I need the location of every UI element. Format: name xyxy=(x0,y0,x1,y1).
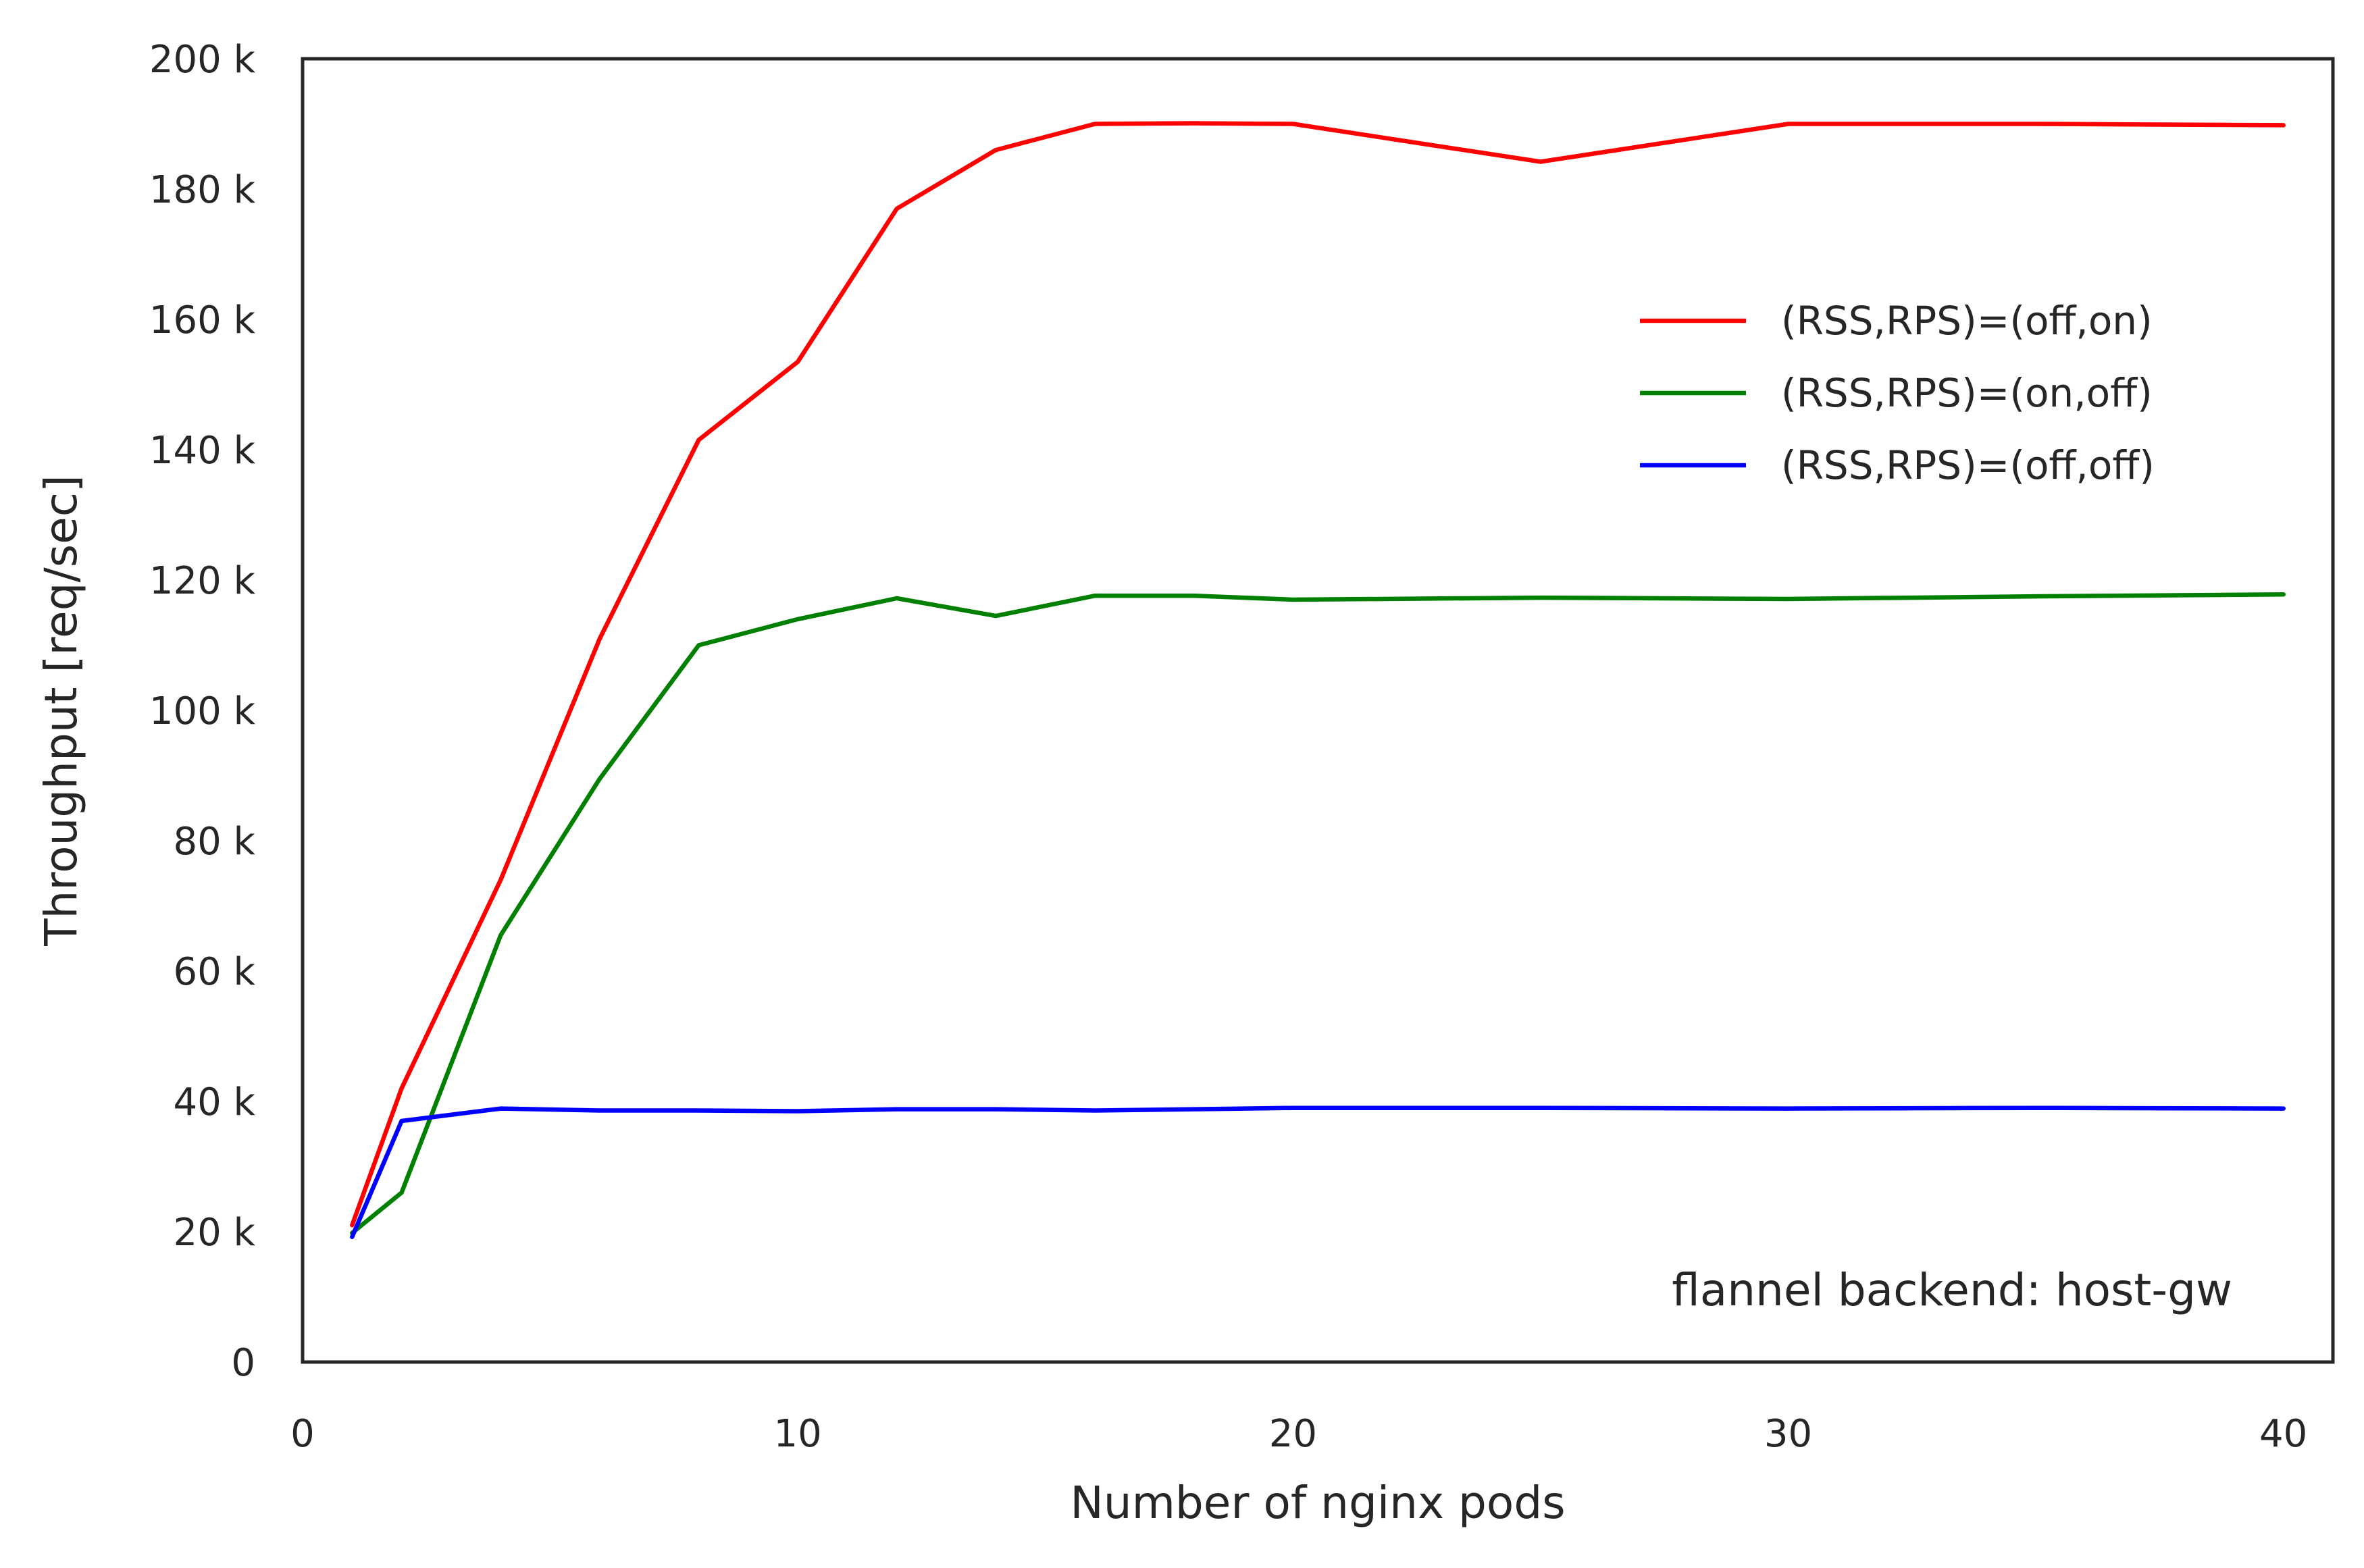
x-axis-ticks: 0 10 20 30 40 xyxy=(290,1412,2307,1456)
backend-annotation: flannel backend: host-gw xyxy=(1672,1264,2232,1316)
x-tick-label: 20 xyxy=(1269,1412,1317,1456)
y-tick-label: 40 k xyxy=(174,1080,256,1124)
y-axis-ticks: 0 20 k 40 k 60 k 80 k 100 k 120 k 140 k 160 k 180… xyxy=(149,38,256,1385)
series-line-3 xyxy=(350,1105,2286,1239)
x-tick-label: 0 xyxy=(290,1412,315,1456)
y-tick-label: 60 k xyxy=(174,950,256,994)
legend-label: (RSS,RPS)=(on,off) xyxy=(1781,370,2153,416)
y-tick-label: 100 k xyxy=(149,689,256,733)
legend: (RSS,RPS)=(off,on) (RSS,RPS)=(on,off) (RSS… xyxy=(1640,298,2155,488)
legend-label: (RSS,RPS)=(off,off) xyxy=(1781,442,2155,488)
y-tick-label: 180 k xyxy=(149,168,256,212)
y-tick-label: 160 k xyxy=(149,298,256,342)
y-axis-label: Throughput [req/sec] xyxy=(35,475,87,947)
y-tick-label: 140 k xyxy=(149,429,256,473)
y-tick-label: 200 k xyxy=(149,38,256,82)
series-line-2 xyxy=(350,592,2286,1236)
series-line-1 xyxy=(350,121,2286,1228)
series-layer xyxy=(350,121,2286,1239)
y-tick-label: 120 k xyxy=(149,559,256,603)
x-axis-label: Number of nginx pods xyxy=(1070,1477,1565,1529)
x-tick-label: 30 xyxy=(1764,1412,1812,1456)
y-tick-label: 80 k xyxy=(174,820,256,864)
y-tick-label: 20 k xyxy=(174,1211,256,1255)
x-tick-label: 10 xyxy=(774,1412,822,1456)
y-tick-label: 0 xyxy=(231,1341,255,1385)
legend-label: (RSS,RPS)=(off,on) xyxy=(1781,298,2153,344)
plot-frame xyxy=(301,57,2335,1364)
x-tick-label: 40 xyxy=(2259,1412,2307,1456)
